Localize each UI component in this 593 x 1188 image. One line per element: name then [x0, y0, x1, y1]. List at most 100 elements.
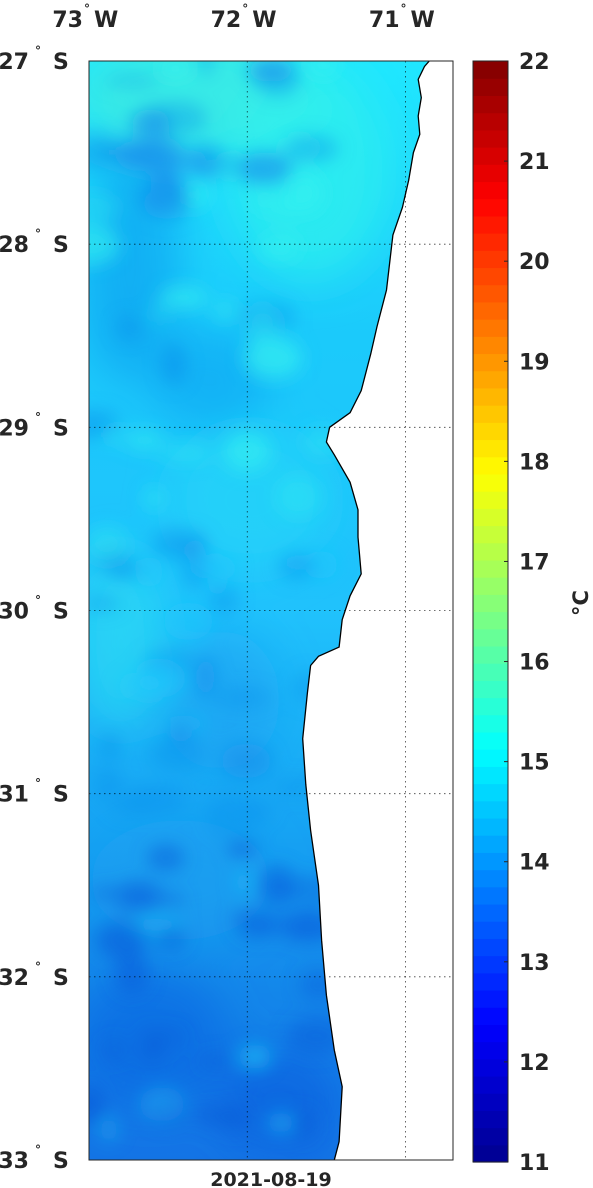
sst-eddy — [146, 844, 185, 871]
colorbar-band — [473, 422, 508, 441]
colorbar-band — [473, 525, 508, 544]
colorbar-band — [473, 456, 508, 475]
latitude-labels: 27 ° S 28 ° S 29 ° S 30 ° S 31 ° S 32 ° S 33 ° S — [0, 44, 69, 1174]
colorbar-band — [473, 1110, 508, 1129]
colorbar-tick-label: 12 — [519, 1051, 550, 1076]
sst-eddy — [89, 528, 128, 562]
sst-eddy — [90, 145, 121, 159]
longitude-label-hemisphere: W — [252, 8, 276, 33]
coastline — [302, 61, 430, 1160]
colorbar-tick-label: 18 — [519, 450, 550, 475]
colorbar-band — [473, 1041, 508, 1060]
sst-eddy — [283, 135, 339, 162]
sst-eddy — [89, 225, 120, 265]
colorbar-band — [473, 61, 508, 79]
degree-symbol: ° — [35, 960, 41, 974]
sst-eddy — [236, 152, 294, 185]
degree-symbol: ° — [242, 2, 248, 16]
latitude-label-hemisphere: S — [53, 50, 69, 75]
sst-eddy — [219, 1103, 251, 1133]
sst-field — [89, 61, 453, 1160]
sst-eddy — [259, 865, 295, 907]
latitude-label-degree: 33 — [0, 1149, 29, 1174]
colorbar-tick-label: 14 — [519, 851, 550, 876]
colorbar-band — [473, 886, 508, 905]
sst-eddy — [163, 602, 214, 640]
colorbar-band — [473, 817, 508, 836]
colorbar-tick-label: 16 — [519, 651, 550, 676]
degree-symbol: ° — [84, 2, 90, 16]
sst-eddy — [231, 910, 280, 926]
colorbar-band — [473, 749, 508, 767]
colorbar-band — [473, 95, 508, 114]
colorbar-band — [473, 78, 508, 96]
latitude-label-hemisphere: S — [53, 966, 69, 991]
sst-eddy — [158, 443, 214, 463]
colorbar-band — [473, 921, 508, 939]
sst-eddy — [89, 191, 120, 225]
sst-eddy — [139, 1086, 185, 1122]
sst-eddy — [254, 61, 302, 98]
colorbar-band — [473, 714, 508, 733]
sst-eddy — [310, 61, 338, 75]
colorbar-band — [473, 319, 508, 337]
sst-eddy — [291, 1108, 316, 1142]
colorbar-tick-label: 22 — [519, 50, 550, 75]
colorbar-tick-label: 11 — [519, 1151, 550, 1176]
colorbar-band — [473, 439, 508, 458]
latitude-label-hemisphere: S — [53, 600, 69, 625]
colorbar-band — [473, 301, 508, 320]
sst-small-eddies — [89, 61, 346, 1143]
colorbar-band — [473, 508, 508, 527]
sst-eddy — [89, 596, 121, 611]
sst-eddy — [206, 793, 258, 838]
land-mask — [302, 61, 453, 1160]
sst-eddy — [151, 529, 208, 559]
sst-eddy — [267, 1111, 294, 1134]
sst-eddy — [135, 556, 163, 588]
longitude-label-degree: 72 — [211, 8, 242, 33]
degree-symbol: ° — [35, 594, 41, 608]
sst-eddy — [141, 1028, 164, 1064]
colorbar-band — [473, 852, 508, 871]
degree-symbol: ° — [35, 44, 41, 58]
sst-eddy — [111, 559, 142, 580]
colorbar-band — [473, 577, 508, 595]
colorbar-tick-label: 15 — [519, 751, 550, 776]
sst-eddy — [94, 921, 148, 959]
sst-eddy — [214, 688, 272, 707]
degree-symbol: ° — [35, 777, 41, 791]
sst-eddy — [214, 300, 236, 321]
latitude-label-degree: 30 — [0, 600, 29, 625]
colorbar-band — [473, 611, 508, 630]
colorbar-bands — [473, 61, 508, 1163]
sst-eddy — [162, 150, 185, 168]
sst-eddy — [197, 61, 214, 78]
sst-eddy — [255, 186, 273, 216]
colorbar-band — [473, 663, 508, 681]
colorbar-tick-label: 17 — [519, 550, 550, 575]
sst-eddy — [135, 177, 192, 208]
colorbar-band — [473, 215, 508, 234]
colorbar-band — [473, 147, 508, 165]
latitude-label-degree: 28 — [0, 233, 29, 258]
colorbar-tick-label: 19 — [519, 350, 550, 375]
colorbar-band — [473, 233, 508, 251]
sst-eddy — [285, 172, 324, 214]
colorbar-band — [473, 181, 508, 200]
colorbar-band — [473, 267, 508, 286]
sst-eddy — [109, 793, 150, 816]
colorbar-unit-label: °C — [569, 590, 593, 616]
sst-eddy — [170, 719, 193, 744]
colorbar-band — [473, 542, 508, 561]
degree-symbol: ° — [35, 1143, 41, 1157]
degree-symbol: ° — [401, 2, 407, 16]
latitude-label-degree: 32 — [0, 966, 29, 991]
sst-eddy — [99, 733, 121, 761]
colorbar-band — [473, 1127, 508, 1146]
colorbar-band — [473, 405, 508, 423]
colorbar-band — [473, 559, 508, 578]
colorbar-band — [473, 697, 508, 716]
colorbar-band — [473, 284, 508, 303]
latitude-label-hemisphere: S — [53, 416, 69, 441]
